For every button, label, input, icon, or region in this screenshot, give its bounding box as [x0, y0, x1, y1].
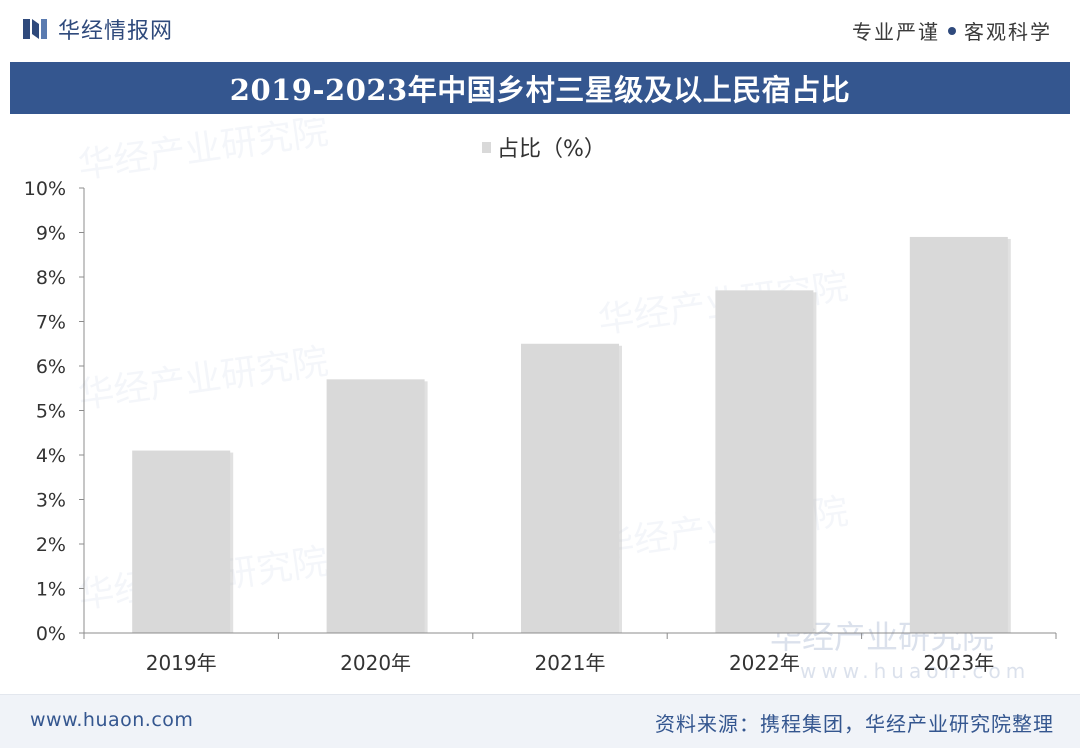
legend-swatch — [482, 142, 491, 153]
legend-label: 占比（%） — [497, 137, 606, 162]
brand-logo-icon — [23, 19, 47, 39]
chart-area: 华经产业研究院华经产业研究院华经产业研究院华经产业研究院华经产业研究院华经产业研… — [0, 111, 1080, 693]
bars — [132, 236, 1011, 633]
y-tick-label: 1% — [36, 579, 66, 601]
y-axis: 0% 1% 2% 3% 4% 5% 6% 7% 8% 9% 10% — [24, 178, 85, 645]
bar-2022年 — [715, 290, 814, 633]
bar-2023年 — [909, 236, 1008, 633]
chart-title: 2019-2023年中国乡村三星级及以上民宿占比 — [229, 73, 851, 107]
footer-source: 资料来源：携程集团，华经产业研究院整理 — [655, 712, 1054, 736]
bar-2021年 — [521, 343, 619, 633]
x-tick-label: 2019年 — [146, 651, 217, 675]
x-tick-label: 2020年 — [340, 651, 411, 675]
header: 华经情报网 专业严谨 客观科学 — [0, 0, 1080, 58]
brand[interactable]: 华经情报网 — [22, 14, 173, 44]
y-tick-label: 3% — [36, 490, 66, 512]
x-tick-label: 2023年 — [923, 651, 994, 675]
y-tick-label: 7% — [36, 312, 66, 334]
y-tick-label: 5% — [36, 401, 66, 423]
footer-url[interactable]: www.huaon.com — [30, 709, 194, 731]
footer: www.huaon.com 资料来源：携程集团，华经产业研究院整理 — [0, 694, 1080, 748]
y-tick-label: 10% — [24, 178, 66, 200]
watermark-text: 华经产业研究院 — [76, 118, 331, 187]
slogan-right: 客观科学 — [964, 20, 1052, 44]
x-tick-label: 2021年 — [535, 651, 606, 675]
watermark-url: www.huaon.com — [800, 659, 1030, 683]
slogan-left: 专业严谨 — [852, 20, 940, 44]
y-tick-label: 8% — [36, 267, 66, 289]
bar-2020年 — [326, 379, 425, 633]
slogan-dot-icon — [948, 26, 956, 35]
y-tick-label: 6% — [36, 356, 66, 378]
y-tick-label: 0% — [36, 623, 66, 645]
y-tick-label: 2% — [36, 534, 66, 556]
bar-chart: 华经产业研究院华经产业研究院华经产业研究院华经产业研究院华经产业研究院华经产业研… — [24, 111, 1057, 683]
bar-2019年 — [132, 450, 231, 633]
y-tick-label: 9% — [36, 223, 66, 245]
x-axis: 2019年 2020年 2021年 2022年 2023年 — [83, 632, 1057, 675]
slogan: 专业严谨 客观科学 — [852, 16, 1052, 45]
x-tick-label: 2022年 — [729, 651, 800, 675]
title-bar: 2019-2023年中国乡村三星级及以上民宿占比 — [10, 62, 1070, 114]
y-tick-label: 4% — [36, 445, 66, 467]
legend: 占比（%） — [482, 137, 606, 162]
watermark-text: 华经产业研究院 — [76, 341, 331, 417]
brand-name: 华经情报网 — [58, 19, 174, 44]
